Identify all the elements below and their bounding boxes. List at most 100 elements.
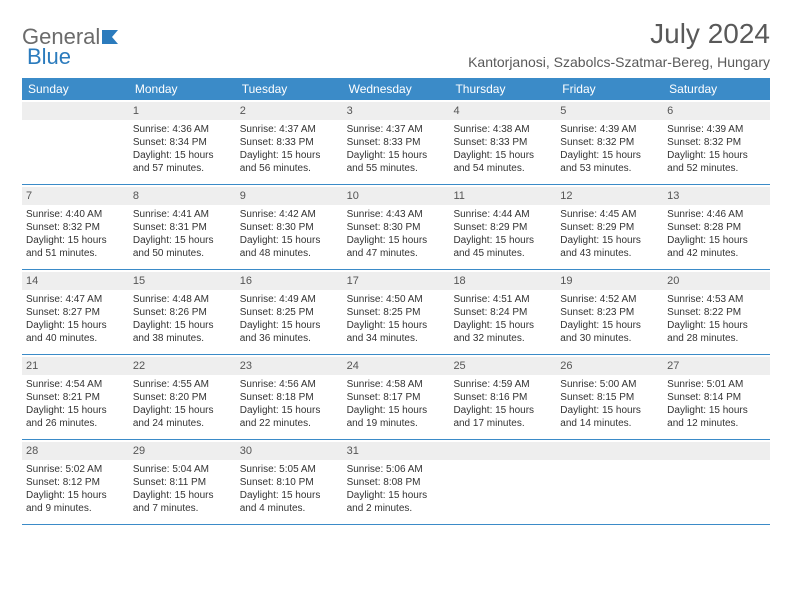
day-info-line: Sunset: 8:08 PM (347, 476, 446, 489)
day-cell: 24Sunrise: 4:58 AMSunset: 8:17 PMDayligh… (343, 355, 450, 439)
day-number: 11 (449, 187, 556, 205)
day-cell: 6 Sunrise: 4:39 AMSunset: 8:32 PMDaylight… (663, 100, 770, 184)
day-info-line: Sunrise: 4:41 AM (133, 208, 232, 221)
day-info-line: Sunrise: 4:49 AM (240, 293, 339, 306)
day-info-line: and 22 minutes. (240, 417, 339, 430)
day-cell (556, 440, 663, 524)
day-number: 20 (663, 272, 770, 290)
day-number: 16 (236, 272, 343, 290)
day-info-line: and 17 minutes. (453, 417, 552, 430)
day-info-line: Daylight: 15 hours (560, 149, 659, 162)
day-info-line: and 48 minutes. (240, 247, 339, 260)
day-info-line: Sunset: 8:17 PM (347, 391, 446, 404)
day-info-line: Sunset: 8:33 PM (347, 136, 446, 149)
day-cell: 8Sunrise: 4:41 AMSunset: 8:31 PMDaylight… (129, 185, 236, 269)
day-info-line: Sunset: 8:23 PM (560, 306, 659, 319)
day-number: 12 (556, 187, 663, 205)
day-number: 10 (343, 187, 450, 205)
day-info-line: Sunrise: 4:51 AM (453, 293, 552, 306)
day-info-line: Sunrise: 4:58 AM (347, 378, 446, 391)
day-cell: 9Sunrise: 4:42 AMSunset: 8:30 PMDaylight… (236, 185, 343, 269)
day-number: 6 (663, 102, 770, 120)
day-info-line: and 24 minutes. (133, 417, 232, 430)
day-cell: 18Sunrise: 4:51 AMSunset: 8:24 PMDayligh… (449, 270, 556, 354)
day-info-line: Sunset: 8:30 PM (347, 221, 446, 234)
day-number: 31 (343, 442, 450, 460)
day-info-line: and 30 minutes. (560, 332, 659, 345)
day-info-line: Sunset: 8:21 PM (26, 391, 125, 404)
day-info-line: Daylight: 15 hours (667, 149, 766, 162)
day-cell: 3Sunrise: 4:37 AMSunset: 8:33 PMDaylight… (343, 100, 450, 184)
day-info-line: Sunset: 8:25 PM (240, 306, 339, 319)
day-cell: 23Sunrise: 4:56 AMSunset: 8:18 PMDayligh… (236, 355, 343, 439)
day-cell: 30Sunrise: 5:05 AMSunset: 8:10 PMDayligh… (236, 440, 343, 524)
day-number: 9 (236, 187, 343, 205)
day-info-line: Daylight: 15 hours (26, 489, 125, 502)
day-info-line: Sunrise: 5:05 AM (240, 463, 339, 476)
day-cell: 17Sunrise: 4:50 AMSunset: 8:25 PMDayligh… (343, 270, 450, 354)
day-cell: 29Sunrise: 5:04 AMSunset: 8:11 PMDayligh… (129, 440, 236, 524)
day-info-line: Sunset: 8:32 PM (667, 136, 766, 149)
day-info-line: Daylight: 15 hours (667, 234, 766, 247)
day-info-line: Sunset: 8:20 PM (133, 391, 232, 404)
day-number: 7 (22, 187, 129, 205)
calendar-grid: SundayMondayTuesdayWednesdayThursdayFrid… (22, 78, 770, 525)
day-info-line: Sunrise: 5:06 AM (347, 463, 446, 476)
day-info-line: Sunrise: 4:53 AM (667, 293, 766, 306)
flag-icon (102, 28, 124, 46)
day-number: 25 (449, 357, 556, 375)
day-cell (22, 100, 129, 184)
week-row: 14Sunrise: 4:47 AMSunset: 8:27 PMDayligh… (22, 270, 770, 355)
day-info-line: Sunrise: 4:37 AM (347, 123, 446, 136)
day-info-line: Sunrise: 4:56 AM (240, 378, 339, 391)
day-header: Monday (129, 78, 236, 100)
day-cell: 28Sunrise: 5:02 AMSunset: 8:12 PMDayligh… (22, 440, 129, 524)
day-info-line: Sunset: 8:14 PM (667, 391, 766, 404)
day-cell: 15Sunrise: 4:48 AMSunset: 8:26 PMDayligh… (129, 270, 236, 354)
week-row: 28Sunrise: 5:02 AMSunset: 8:12 PMDayligh… (22, 440, 770, 525)
day-number: 23 (236, 357, 343, 375)
day-info-line: Daylight: 15 hours (453, 404, 552, 417)
day-number (663, 442, 770, 460)
day-info-line: Sunrise: 4:46 AM (667, 208, 766, 221)
day-info-line: Sunset: 8:12 PM (26, 476, 125, 489)
day-info-line: Daylight: 15 hours (560, 404, 659, 417)
day-header-row: SundayMondayTuesdayWednesdayThursdayFrid… (22, 78, 770, 100)
day-info-line: Sunrise: 4:38 AM (453, 123, 552, 136)
day-number: 8 (129, 187, 236, 205)
day-info-line: Daylight: 15 hours (347, 489, 446, 502)
header: General July 2024 Kantorjanosi, Szabolcs… (22, 18, 770, 70)
day-info-line: Sunrise: 4:39 AM (667, 123, 766, 136)
day-info-line: and 28 minutes. (667, 332, 766, 345)
day-info-line: and 43 minutes. (560, 247, 659, 260)
day-info-line: Daylight: 15 hours (133, 149, 232, 162)
page-title: July 2024 (468, 18, 770, 50)
day-info-line: Sunrise: 4:37 AM (240, 123, 339, 136)
day-info-line: Sunrise: 4:36 AM (133, 123, 232, 136)
day-cell (663, 440, 770, 524)
day-info-line: Daylight: 15 hours (560, 319, 659, 332)
day-cell: 12Sunrise: 4:45 AMSunset: 8:29 PMDayligh… (556, 185, 663, 269)
day-number: 15 (129, 272, 236, 290)
day-info-line: Sunrise: 4:45 AM (560, 208, 659, 221)
day-info-line: Daylight: 15 hours (240, 319, 339, 332)
day-info-line: Sunrise: 5:00 AM (560, 378, 659, 391)
day-number: 22 (129, 357, 236, 375)
day-info-line: and 7 minutes. (133, 502, 232, 515)
day-cell: 1Sunrise: 4:36 AMSunset: 8:34 PMDaylight… (129, 100, 236, 184)
day-info-line: and 40 minutes. (26, 332, 125, 345)
location-text: Kantorjanosi, Szabolcs-Szatmar-Bereg, Hu… (468, 54, 770, 70)
day-info-line: Sunrise: 5:01 AM (667, 378, 766, 391)
day-info-line: Sunrise: 4:40 AM (26, 208, 125, 221)
day-number: 2 (236, 102, 343, 120)
day-info-line: Daylight: 15 hours (26, 234, 125, 247)
day-number: 3 (343, 102, 450, 120)
day-info-line: Daylight: 15 hours (347, 234, 446, 247)
week-row: 1Sunrise: 4:36 AMSunset: 8:34 PMDaylight… (22, 100, 770, 185)
day-info-line: and 9 minutes. (26, 502, 125, 515)
day-info-line: Daylight: 15 hours (347, 319, 446, 332)
day-info-line: Daylight: 15 hours (240, 234, 339, 247)
day-info-line: Daylight: 15 hours (240, 404, 339, 417)
day-info-line: and 57 minutes. (133, 162, 232, 175)
day-info-line: and 56 minutes. (240, 162, 339, 175)
